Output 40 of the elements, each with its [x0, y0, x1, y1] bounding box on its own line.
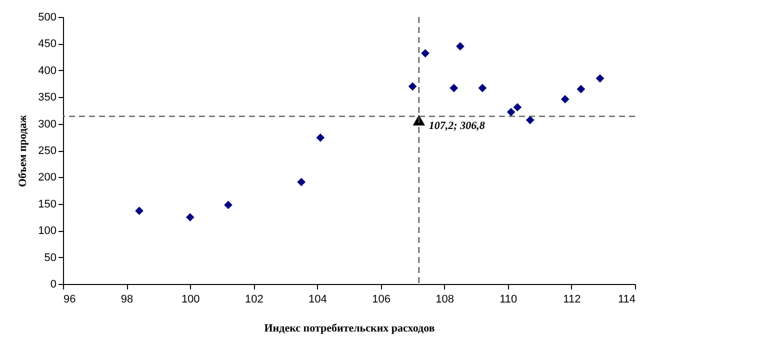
y-tick-label: 500: [38, 12, 56, 24]
y-tick-label: 200: [38, 172, 56, 184]
y-tick-label: 350: [38, 92, 56, 104]
point: [506, 108, 516, 116]
annotation: 107,2; 306,8: [428, 120, 486, 132]
point: [421, 49, 430, 58]
x-tick-label: 108: [436, 294, 454, 306]
x-tick-label: 96: [64, 294, 76, 306]
point: [456, 42, 464, 51]
x-tick-label: 100: [181, 294, 200, 306]
x-tick-label: 110: [500, 294, 518, 306]
y-tick-label: 50: [44, 252, 56, 264]
point: [513, 103, 522, 112]
x-tick-label: 102: [244, 294, 264, 306]
y-tick-label: 400: [38, 64, 56, 77]
y-tick-label: 150: [38, 198, 56, 210]
point: [316, 134, 325, 142]
point: [186, 213, 194, 222]
x-tick-label: 112: [563, 294, 581, 306]
x-tick-label: 114: [618, 294, 636, 306]
x-tick-label: 106: [372, 294, 390, 306]
x-tick-label: 104: [308, 294, 327, 306]
y-tick-label: 100: [38, 225, 56, 238]
x-tick-label: 98: [120, 294, 134, 306]
point: [135, 206, 144, 216]
y-tick-label: 450: [38, 38, 56, 50]
point: [576, 84, 586, 94]
y-tick-label: 300: [38, 118, 56, 130]
point: [408, 82, 417, 91]
point: [297, 178, 306, 186]
y-tick-label: 0: [50, 278, 56, 290]
point: [224, 200, 232, 210]
x-axis-title: Индекс потребительских расходов: [264, 322, 435, 334]
point: [596, 74, 604, 83]
y-axis-title: Объем продаж: [17, 114, 30, 187]
point: [478, 84, 487, 92]
point: [526, 116, 534, 124]
point: [450, 84, 458, 92]
point: [560, 95, 570, 104]
y-tick-label: 250: [38, 145, 56, 157]
